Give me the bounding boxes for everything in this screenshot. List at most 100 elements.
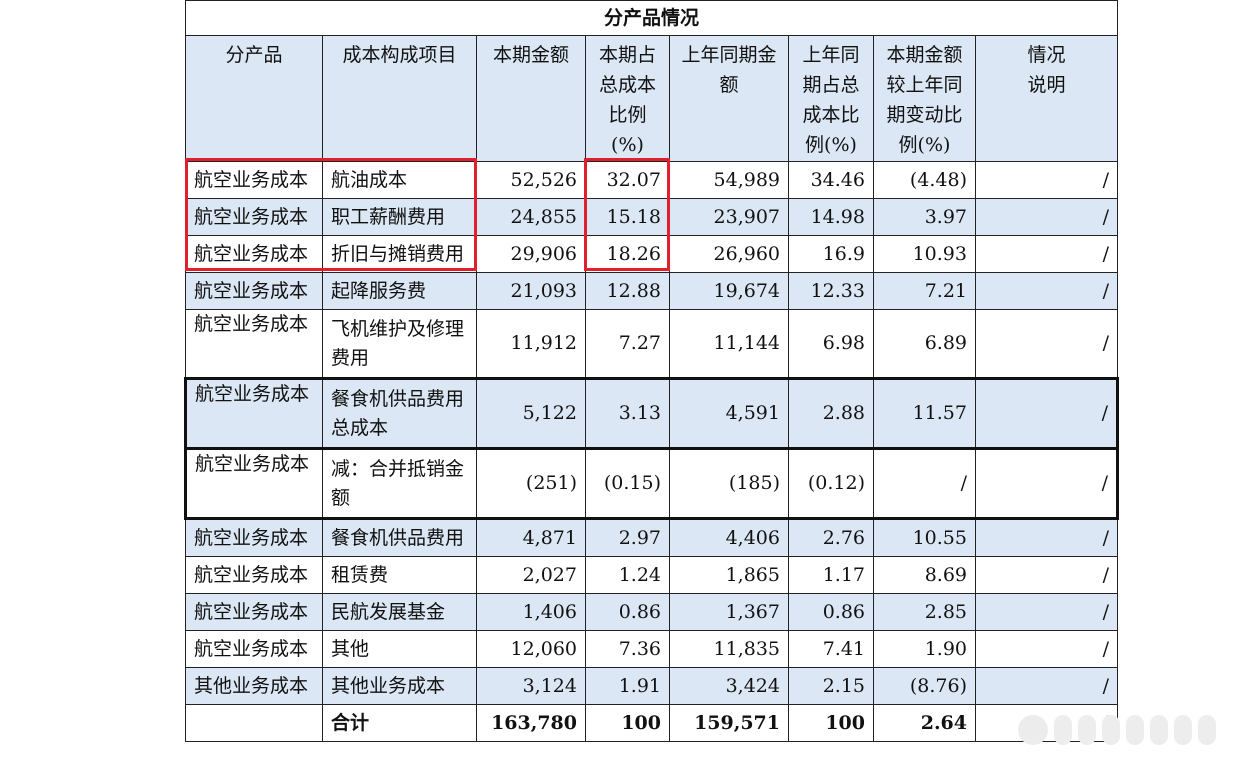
table-row: 航空业务成本 餐食机供品费用 4,871 2.97 4,406 2.76 10.… xyxy=(185,518,1119,557)
cell-share: 1.24 xyxy=(585,556,670,594)
watermark-glyph xyxy=(1102,715,1120,745)
cell-item: 合计 xyxy=(322,704,477,742)
cell-prev-amount: 4,591 xyxy=(669,377,789,450)
cell-product: 航空业务成本 xyxy=(185,630,323,668)
cell-share: (0.15) xyxy=(585,447,670,520)
cell-amount: 1,406 xyxy=(476,593,586,631)
cell-note: / xyxy=(974,309,1119,379)
cell-note: / xyxy=(974,272,1119,310)
cell-product: 航空业务成本 xyxy=(185,272,323,310)
header-product: 分产品 xyxy=(185,35,323,162)
table-row: 航空业务成本 减：合并抵销金额 (251) (0.15) (185) (0.12… xyxy=(184,447,1120,520)
header-share: 本期占 总成本 比例 (%) xyxy=(585,35,670,162)
cell-amount: 24,855 xyxy=(476,198,586,236)
header-note: 情况 说明 xyxy=(974,35,1119,162)
cell-share: 7.36 xyxy=(585,630,670,668)
cell-item: 民航发展基金 xyxy=(322,593,477,631)
cell-item: 飞机维护及修理费用 xyxy=(322,309,477,379)
cell-prev-share: 14.98 xyxy=(788,198,874,236)
cell-prev-share: 6.98 xyxy=(788,309,874,379)
cell-note: / xyxy=(974,198,1119,236)
cell-prev-amount: 159,571 xyxy=(669,704,789,742)
cell-item: 其他 xyxy=(322,630,477,668)
cell-prev-share: 16.9 xyxy=(788,235,874,273)
total-row: 合计 163,780 100 159,571 100 2.64 / xyxy=(185,704,1119,742)
cell-item: 减：合并抵销金额 xyxy=(322,447,477,520)
header-prev-share: 上年同 期占总 成本比 例(%) xyxy=(788,35,874,162)
cell-note: / xyxy=(974,556,1119,594)
cell-prev-amount: 23,907 xyxy=(669,198,789,236)
cell-change: 6.89 xyxy=(873,309,976,379)
cell-amount: 2,027 xyxy=(476,556,586,594)
cell-prev-share: 0.86 xyxy=(788,593,874,631)
cell-amount: 5,122 xyxy=(476,377,586,450)
table-title: 分产品情况 xyxy=(184,0,1119,36)
watermark-glyph xyxy=(1174,715,1192,745)
cell-prev-share: 2.15 xyxy=(788,667,874,705)
cell-amount: 163,780 xyxy=(476,704,586,742)
cell-note: / xyxy=(974,161,1119,199)
watermark-glyph xyxy=(1150,715,1168,745)
cell-share: 18.26 xyxy=(585,235,670,273)
cost-by-product-table: 分产品情况 分产品 成本构成项目 本期金额 本期占 总成本 比例 (%) 上年同期金额… xyxy=(184,0,1120,742)
cell-product: 航空业务成本 xyxy=(185,235,323,273)
cell-note: / xyxy=(974,447,1120,520)
cell-change: 3.97 xyxy=(873,198,976,236)
cell-prev-amount: 1,367 xyxy=(669,593,789,631)
cell-item: 餐食机供品费用总成本 xyxy=(322,377,477,450)
cell-change: 2.64 xyxy=(873,704,976,742)
cell-change: 10.93 xyxy=(873,235,976,273)
cell-item: 租赁费 xyxy=(322,556,477,594)
cell-change: 1.90 xyxy=(873,630,976,668)
cell-amount: 21,093 xyxy=(476,272,586,310)
cell-share: 3.13 xyxy=(585,377,670,450)
title-row: 分产品情况 xyxy=(184,0,1119,36)
table-row: 航空业务成本 航油成本 52,526 32.07 54,989 34.46 (4… xyxy=(185,161,1119,199)
cell-change: 7.21 xyxy=(873,272,976,310)
cell-amount: 12,060 xyxy=(476,630,586,668)
cell-prev-share: 1.17 xyxy=(788,556,874,594)
cell-product: 航空业务成本 xyxy=(185,556,323,594)
cell-prev-share: (0.12) xyxy=(788,447,874,520)
cell-share: 32.07 xyxy=(585,161,670,199)
header-change: 本期金额 较上年同 期变动比 例(%) xyxy=(873,35,976,162)
cell-prev-amount: 26,960 xyxy=(669,235,789,273)
cell-change: 11.57 xyxy=(873,377,976,450)
table-row: 航空业务成本 租赁费 2,027 1.24 1,865 1.17 8.69 / xyxy=(185,556,1119,594)
watermark-glyph xyxy=(1126,715,1144,745)
cell-note: / xyxy=(974,235,1119,273)
cell-amount: 29,906 xyxy=(476,235,586,273)
watermark-glyph xyxy=(1054,715,1072,745)
cell-prev-amount: 19,674 xyxy=(669,272,789,310)
watermark-logo-icon xyxy=(1018,715,1048,745)
table-row: 航空业务成本 餐食机供品费用总成本 5,122 3.13 4,591 2.88 … xyxy=(184,377,1120,450)
cell-share: 7.27 xyxy=(585,309,670,379)
cell-product: 航空业务成本 xyxy=(185,198,323,236)
cell-prev-share: 2.76 xyxy=(788,518,874,557)
watermark xyxy=(1018,712,1228,748)
cell-prev-share: 7.41 xyxy=(788,630,874,668)
cell-item: 起降服务费 xyxy=(322,272,477,310)
cell-prev-amount: 1,865 xyxy=(669,556,789,594)
watermark-glyph xyxy=(1198,715,1216,745)
cell-item: 折旧与摊销费用 xyxy=(322,235,477,273)
table-row: 航空业务成本 其他 12,060 7.36 11,835 7.41 1.90 / xyxy=(185,630,1119,668)
cell-note: / xyxy=(974,630,1119,668)
cell-product: 航空业务成本 xyxy=(185,309,323,379)
cell-share: 100 xyxy=(585,704,670,742)
header-amount: 本期金额 xyxy=(476,35,586,162)
cell-product: 航空业务成本 xyxy=(184,447,323,520)
cell-share: 15.18 xyxy=(585,198,670,236)
table-row: 航空业务成本 民航发展基金 1,406 0.86 1,367 0.86 2.85… xyxy=(185,593,1119,631)
cell-prev-amount: 3,424 xyxy=(669,667,789,705)
cell-prev-amount: 11,835 xyxy=(669,630,789,668)
cell-item: 航油成本 xyxy=(322,161,477,199)
cell-share: 12.88 xyxy=(585,272,670,310)
cell-change: (4.48) xyxy=(873,161,976,199)
cell-share: 1.91 xyxy=(585,667,670,705)
cell-note: / xyxy=(974,518,1119,557)
cell-prev-share: 12.33 xyxy=(788,272,874,310)
cell-prev-amount: 11,144 xyxy=(669,309,789,379)
cell-change: 8.69 xyxy=(873,556,976,594)
